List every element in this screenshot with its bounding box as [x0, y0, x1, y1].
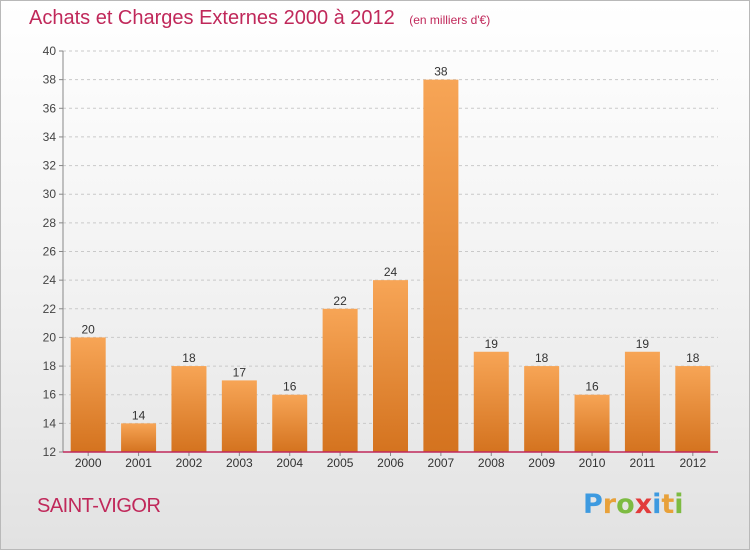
- bar-2004: [272, 394, 308, 452]
- bar-value-label: 18: [686, 351, 700, 365]
- logo-letter: o: [616, 489, 635, 520]
- y-tick-label: 32: [43, 159, 57, 173]
- y-tick-label: 18: [43, 359, 57, 373]
- bar-2006: [373, 280, 408, 452]
- chart-title-main: Achats et Charges Externes 2000 à 2012: [29, 7, 395, 29]
- logo-letter: r: [602, 489, 617, 520]
- proxiti-logo[interactable]: Proxiti: [583, 489, 684, 520]
- x-tick-label: 2006: [377, 456, 404, 470]
- bar-value-label: 24: [384, 265, 398, 279]
- y-tick-label: 38: [43, 73, 57, 87]
- y-tick-label: 24: [43, 273, 57, 287]
- bar-2005: [322, 308, 358, 452]
- bar-value-label: 14: [132, 408, 146, 422]
- y-tick-label: 26: [43, 245, 57, 259]
- bar-2000: [70, 337, 106, 452]
- logo-letter: x: [634, 489, 653, 520]
- bar-2001: [121, 423, 157, 452]
- chart-title-unit: (en milliers d'€): [409, 13, 491, 27]
- y-tick-label: 16: [43, 388, 57, 402]
- bar-value-label: 38: [434, 65, 448, 79]
- x-tick-label: 2004: [276, 456, 303, 470]
- bar-2002: [171, 366, 207, 452]
- y-tick-label: 20: [43, 330, 57, 344]
- x-tick-label: 2009: [528, 456, 555, 470]
- bar-value-label: 18: [535, 351, 549, 365]
- bar-2003: [221, 380, 257, 452]
- logo-letter: i: [674, 489, 684, 520]
- bar-value-label: 19: [485, 337, 499, 351]
- x-tick-label: 2012: [679, 456, 706, 470]
- bar-value-label: 16: [283, 380, 297, 394]
- y-tick-label: 22: [43, 302, 57, 316]
- y-tick-label: 36: [43, 101, 57, 115]
- bar-value-label: 19: [636, 337, 650, 351]
- x-tick-label: 2002: [176, 456, 203, 470]
- bar-2011: [624, 351, 660, 452]
- y-tick-label: 28: [43, 216, 57, 230]
- x-tick-label: 2011: [630, 456, 656, 470]
- x-tick-label: 2003: [226, 456, 253, 470]
- bar-2007: [423, 79, 459, 453]
- x-tick-label: 2000: [75, 456, 102, 470]
- y-tick-label: 14: [43, 416, 57, 430]
- chart-title: Achats et Charges Externes 2000 à 2012 (…: [29, 7, 490, 30]
- bar-value-label: 16: [585, 380, 599, 394]
- logo-letter: t: [661, 489, 675, 520]
- y-tick-label: 12: [43, 445, 57, 459]
- logo-letter: i: [652, 489, 662, 520]
- x-tick-label: 2007: [428, 456, 455, 470]
- bar-value-label: 20: [82, 322, 96, 336]
- y-tick-label: 34: [43, 130, 57, 144]
- bar-2012: [675, 366, 711, 452]
- place-name: SAINT-VIGOR: [37, 495, 161, 517]
- y-tick-label: 30: [43, 187, 57, 201]
- y-tick-label: 40: [43, 44, 57, 58]
- bar-2008: [473, 351, 509, 452]
- x-tick-label: 2001: [125, 456, 152, 470]
- bar-value-label: 17: [233, 365, 247, 379]
- x-tick-label: 2008: [478, 456, 505, 470]
- bar-value-label: 18: [182, 351, 196, 365]
- bar-2010: [574, 394, 610, 452]
- bar-value-label: 22: [333, 294, 347, 308]
- bar-2009: [524, 366, 560, 452]
- logo-letter: P: [583, 489, 603, 520]
- x-tick-label: 2005: [327, 456, 354, 470]
- x-tick-label: 2010: [579, 456, 606, 470]
